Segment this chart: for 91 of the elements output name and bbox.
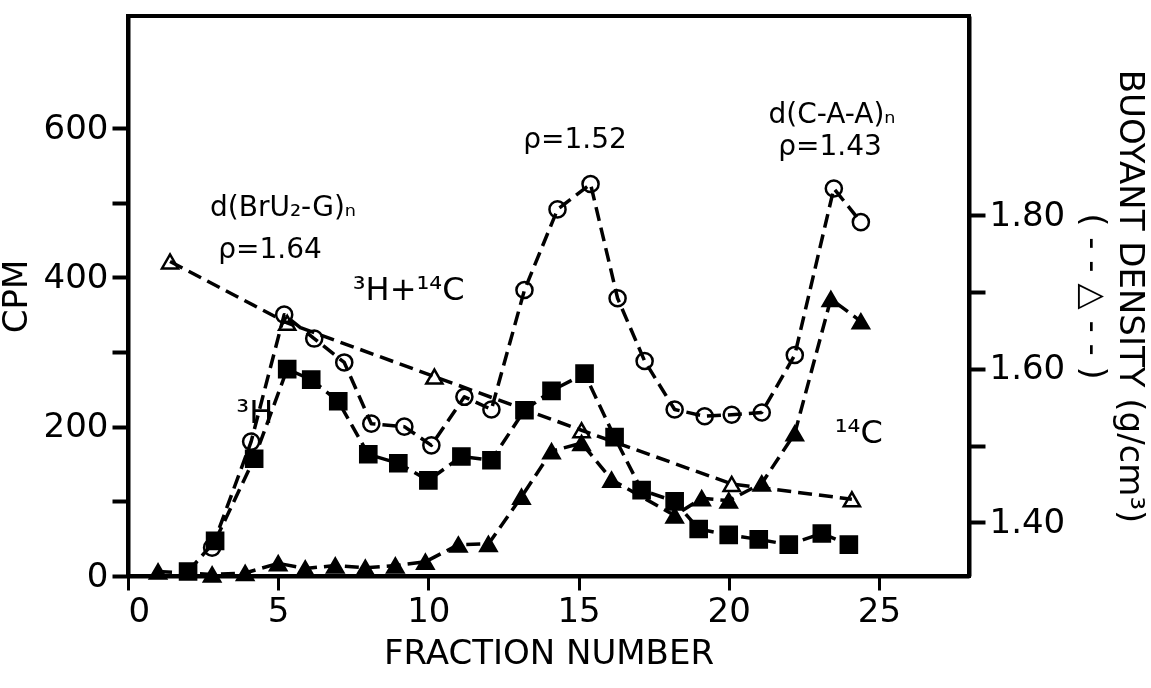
point	[482, 450, 501, 470]
y2-tick-label: 1.40	[989, 500, 1066, 541]
point	[548, 200, 567, 219]
point	[268, 555, 288, 572]
y-tick-label: 0	[86, 554, 109, 595]
point	[241, 432, 261, 451]
point	[479, 535, 498, 553]
series-label: ¹⁴C	[834, 413, 883, 452]
point	[334, 353, 354, 372]
point	[719, 525, 739, 545]
point	[515, 400, 534, 420]
point	[277, 359, 297, 379]
annotation: d(C-A-A)ₙ	[768, 97, 896, 130]
point	[419, 471, 438, 490]
point	[785, 425, 805, 442]
point	[395, 417, 414, 436]
point	[148, 563, 168, 580]
point	[425, 368, 444, 385]
x-tick-label: 10	[407, 589, 451, 630]
point	[839, 535, 859, 554]
y-tick-label: 400	[43, 255, 109, 296]
point	[358, 444, 378, 464]
point	[665, 492, 684, 511]
annotation: ρ=1.43	[778, 129, 882, 162]
point	[824, 179, 844, 198]
point	[482, 400, 501, 419]
point	[608, 288, 627, 308]
x-tick-label: 0	[128, 589, 151, 630]
point	[851, 313, 871, 330]
point	[812, 524, 832, 543]
point	[328, 391, 348, 411]
x-tick-label: 25	[857, 589, 902, 630]
y2-tick-label: 1.60	[989, 347, 1066, 388]
annotation: ρ=1.52	[523, 122, 627, 155]
point	[752, 403, 772, 422]
point	[244, 449, 264, 469]
point	[719, 492, 739, 509]
point	[386, 557, 405, 574]
point	[235, 564, 255, 582]
point	[602, 471, 621, 488]
point	[202, 566, 222, 583]
point	[452, 447, 471, 466]
annotation: ρ=1.64	[218, 232, 322, 265]
point	[851, 212, 871, 232]
point	[695, 406, 714, 426]
point	[295, 560, 315, 577]
point	[304, 329, 324, 348]
point	[512, 488, 531, 506]
point	[277, 314, 297, 332]
y2-axis-title: BUOYANT DENSITY (g/cm³) ( - - △ - - )	[1074, 69, 1151, 524]
point	[449, 536, 468, 553]
point	[422, 436, 441, 455]
point	[572, 422, 591, 439]
point	[325, 557, 345, 574]
point	[581, 174, 600, 194]
point	[274, 305, 294, 324]
point	[542, 443, 561, 460]
point	[692, 490, 711, 507]
point	[542, 381, 561, 401]
point	[575, 364, 594, 383]
y-tick-label: 200	[43, 405, 109, 446]
point	[665, 400, 684, 419]
annotation: d(BrU₂-G)ₙ	[209, 190, 357, 223]
point	[689, 519, 708, 539]
point	[301, 370, 321, 389]
x-tick-label: 5	[267, 589, 290, 630]
point	[515, 280, 534, 300]
point	[355, 559, 375, 577]
x-tick-label: 15	[557, 589, 601, 630]
point	[779, 535, 799, 554]
x-axis-title: FRACTION NUMBER	[383, 631, 715, 672]
point	[178, 562, 198, 581]
point	[632, 480, 651, 500]
y2-tick-label: 1.80	[989, 193, 1066, 234]
point	[416, 553, 435, 571]
point	[842, 491, 862, 508]
series-label: ³H+¹⁴C	[352, 270, 465, 309]
point	[572, 434, 591, 452]
point	[722, 405, 742, 425]
point	[455, 387, 474, 407]
point	[749, 530, 769, 549]
point	[722, 475, 742, 493]
x-tick-label: 20	[707, 589, 751, 630]
y-tick-label: 600	[43, 106, 109, 147]
point	[635, 351, 654, 371]
y-axis-title: CPM	[0, 259, 35, 334]
point	[821, 290, 841, 308]
point	[785, 345, 805, 365]
point	[389, 453, 408, 473]
point	[160, 253, 180, 270]
point	[361, 414, 381, 433]
